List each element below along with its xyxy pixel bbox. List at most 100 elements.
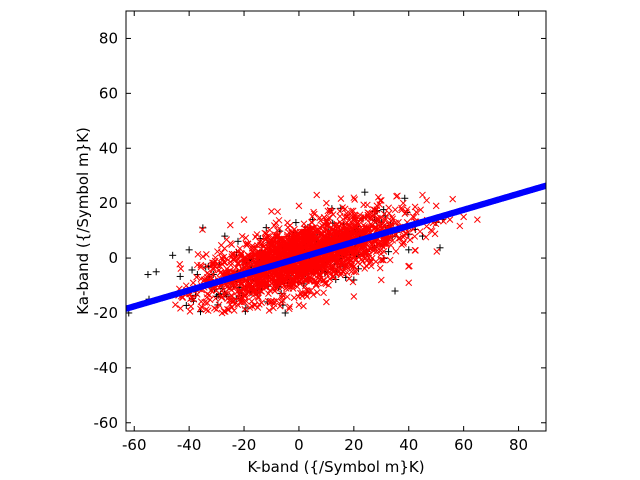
x-point xyxy=(225,306,233,313)
x-point xyxy=(214,248,221,255)
x-point xyxy=(350,268,358,276)
x-point xyxy=(370,225,378,233)
plus-point xyxy=(152,268,160,276)
x-point xyxy=(411,233,419,240)
x-point xyxy=(285,305,293,313)
y-tick-label: -20 xyxy=(94,304,119,322)
x-point xyxy=(266,287,274,294)
x-point xyxy=(234,259,242,267)
plus-point xyxy=(185,246,193,254)
x-point xyxy=(360,201,367,209)
x-point xyxy=(336,212,344,220)
x-point xyxy=(412,247,419,254)
x-point xyxy=(336,231,344,239)
x-point xyxy=(278,283,286,291)
x-point xyxy=(293,265,301,273)
plus-point xyxy=(361,188,369,196)
x-point xyxy=(345,275,353,283)
x-point xyxy=(279,290,286,298)
x-point xyxy=(422,233,430,241)
x-point xyxy=(297,242,305,249)
plus-point xyxy=(182,301,190,309)
x-point xyxy=(326,206,334,214)
plus-point xyxy=(262,224,270,232)
x-point xyxy=(286,222,294,230)
x-point xyxy=(186,308,194,315)
x-point xyxy=(281,247,288,255)
x-tick-label: -60 xyxy=(122,436,147,454)
x-point xyxy=(211,304,218,312)
x-point xyxy=(259,241,267,249)
x-point xyxy=(299,274,307,282)
plus-point xyxy=(214,301,222,309)
x-point xyxy=(396,234,404,242)
x-point xyxy=(221,259,229,266)
x-tick-label: 80 xyxy=(509,436,528,454)
x-point xyxy=(243,242,251,249)
x-point xyxy=(324,266,332,274)
plus-point xyxy=(144,271,152,279)
x-point xyxy=(391,206,399,214)
x-point xyxy=(240,254,248,262)
x-point xyxy=(226,221,234,229)
x-point xyxy=(218,309,226,317)
x-point xyxy=(277,273,285,281)
x-tick-label: 0 xyxy=(294,436,304,454)
x-point xyxy=(282,285,290,292)
x-point xyxy=(203,269,211,277)
x-point xyxy=(300,237,308,245)
x-point xyxy=(303,277,310,285)
x-point xyxy=(326,229,334,236)
x-point xyxy=(349,207,357,215)
x-point xyxy=(259,250,266,258)
x-point xyxy=(317,231,324,239)
y-tick-label: -40 xyxy=(94,359,119,377)
x-point xyxy=(379,256,386,264)
x-point xyxy=(255,294,262,302)
x-point xyxy=(416,228,424,235)
x-point xyxy=(265,257,273,264)
x-point xyxy=(199,253,207,261)
x-point xyxy=(292,234,300,241)
x-point xyxy=(314,279,322,287)
x-point xyxy=(262,230,270,238)
x-point xyxy=(337,269,345,277)
x-point xyxy=(247,259,254,267)
x-point xyxy=(355,225,363,233)
x-point xyxy=(310,208,317,216)
x-point xyxy=(406,236,414,244)
x-point xyxy=(279,277,287,285)
x-point xyxy=(212,295,220,302)
x-point xyxy=(177,265,185,273)
x-point xyxy=(328,255,336,262)
x-point xyxy=(286,303,294,311)
x-point xyxy=(341,205,349,213)
x-point xyxy=(299,230,307,238)
x-point xyxy=(309,270,317,278)
x-point xyxy=(303,260,311,268)
x-point xyxy=(347,218,355,226)
x-point xyxy=(365,210,373,217)
x-point xyxy=(218,294,225,301)
x-point xyxy=(305,287,312,295)
x-point xyxy=(197,298,205,306)
x-point xyxy=(398,204,405,212)
x-point xyxy=(228,303,236,311)
x-point xyxy=(290,275,298,283)
x-point xyxy=(202,306,210,313)
x-point xyxy=(265,307,273,314)
x-tick-label: -20 xyxy=(232,436,257,454)
x-point xyxy=(223,255,230,263)
x-point xyxy=(324,221,332,229)
x-point xyxy=(197,275,205,283)
x-point xyxy=(317,217,324,224)
x-point xyxy=(299,228,307,236)
x-point xyxy=(280,248,288,256)
plus-point xyxy=(391,287,399,295)
x-point xyxy=(236,289,244,297)
x-point xyxy=(428,227,436,235)
x-point xyxy=(261,280,269,288)
y-axis-label: Ka-band ({/Symbol m}K) xyxy=(74,127,92,315)
x-point xyxy=(340,254,348,262)
x-point xyxy=(278,298,285,306)
